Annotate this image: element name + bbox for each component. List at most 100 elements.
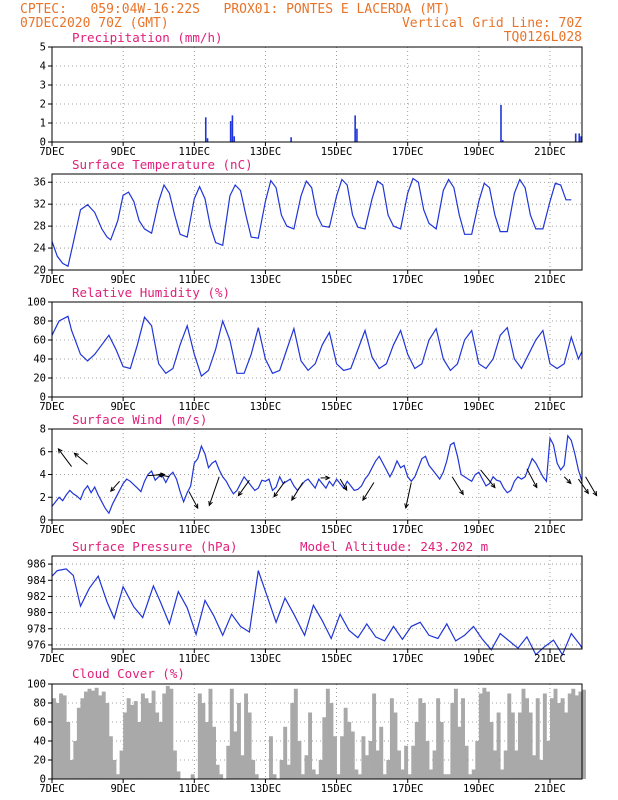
cloud-bar [379,726,384,779]
panel-title-pressure: Surface Pressure (hPa) [72,539,238,554]
xtick-label-temp: 9DEC [110,274,135,286]
cloud-bar [368,741,373,779]
cloud-bar [300,774,305,779]
cloud-bar [557,703,562,779]
cloud-bar [236,703,241,779]
xtick-label-wind: 19DEC [463,524,495,536]
wind-arrow [158,474,170,478]
cloud-bar [457,726,462,779]
xtick-label-temp: 7DEC [39,274,64,286]
precip-bar [354,115,356,142]
precip-bar [574,133,577,142]
ytick-label-pressure: 980 [27,607,46,619]
precip-bar [206,138,209,142]
ytick-label-rh: 60 [33,335,46,347]
ytick-label-cloud: 0 [40,774,46,786]
cloud-bar [354,769,359,779]
ytick-label-temp: 20 [33,265,46,277]
xtick-label-temp: 19DEC [463,274,495,286]
ytick-label-cloud: 60 [33,717,46,729]
ytick-label-pressure: 984 [27,575,46,587]
cloud-bar [446,774,451,779]
cloud-bar [254,774,259,779]
cloud-bar [414,722,419,779]
xtick-label-rh: 9DEC [110,401,135,413]
cloud-bar [140,693,145,779]
cloud-bar [66,722,71,779]
cloud-bar [219,774,224,779]
cloud-bar [350,731,355,779]
cloud-bar [240,755,245,779]
series-line-temp [51,177,572,268]
wind-arrow-head [208,500,213,507]
cloud-bar [400,769,405,779]
cloud-bar [493,750,498,779]
cloud-bar [233,731,238,779]
cloud-bar [574,695,579,779]
wind-arrow-head [237,491,243,497]
cloud-bar [315,774,320,779]
ytick-label-precip: 0 [40,137,46,149]
cloud-bar [375,750,380,779]
cloud-bar [564,712,569,779]
wind-arrow [74,452,88,465]
panel-title-rh: Relative Humidity (%) [72,285,230,300]
xtick-label-cloud: 19DEC [463,783,495,795]
xtick-label-temp: 13DEC [250,274,282,286]
wind-arrow-head [325,475,331,481]
cloud-bar [119,750,124,779]
xtick-label-rh: 7DEC [39,401,64,413]
cloud-bar [293,688,298,779]
cloud-bar [439,722,444,779]
cloud-bar [372,693,377,779]
panel-cloud: Cloud Cover (%) 0 20 40 60 80 100 7DEC 9DEC 11DEC… [27,666,586,795]
cloud-bar [336,774,341,779]
cloud-bar [496,712,501,779]
cloud-bar [357,774,362,779]
cloud-bar [482,687,487,779]
ytick-label-rh: 40 [33,354,46,366]
cloud-bar [226,745,231,779]
cloud-bar [389,698,394,779]
cloud-bar [517,712,522,779]
precip-bar [578,133,581,142]
cloud-bar [144,698,149,779]
xtick-label-wind: 9DEC [110,524,135,536]
ytick-label-precip: 4 [40,61,46,73]
xtick-label-precip: 15DEC [321,146,353,158]
cloud-bar [443,774,448,779]
ytick-label-wind: 4 [40,469,46,481]
cloud-bar [382,774,387,779]
cloud-bar [425,741,430,779]
header-station: CPTEC: 059:04W-16:22S PROX01: PONTES E L… [20,2,450,17]
cloud-bar [340,736,345,779]
xtick-label-wind: 15DEC [321,524,353,536]
cloud-bar [98,695,103,779]
header-date: 07DEC2020 70Z (GMT) [20,16,169,31]
header-grid-line: Vertical Grid Line: 70Z [402,16,582,31]
cloud-bar [162,693,167,779]
cloud-bar [151,690,156,779]
xtick-label-precip: 7DEC [39,146,64,158]
cloud-bar [69,760,74,779]
cloud-bar [571,688,576,779]
xtick-label-cloud: 7DEC [39,783,64,795]
cloud-bar [343,707,348,779]
cloud-bar [84,691,88,779]
cloud-bar [176,771,181,779]
xtick-label-temp: 15DEC [321,274,353,286]
cloud-bar [247,712,252,779]
cloud-bar [268,736,273,779]
cloud-bar [108,736,113,779]
cloud-bar [510,712,515,779]
cloud-bar [521,688,526,779]
ytick-label-wind: 8 [40,424,46,436]
xtick-label-cloud: 21DEC [534,783,566,795]
cloud-bar [582,689,586,779]
cloud-bar [208,688,213,779]
wind-arrow [405,482,412,508]
wind-arrow-head [362,495,367,502]
wind-arrow-head [273,492,279,498]
cloud-bar [503,750,508,779]
xtick-label-cloud: 11DEC [178,783,210,795]
